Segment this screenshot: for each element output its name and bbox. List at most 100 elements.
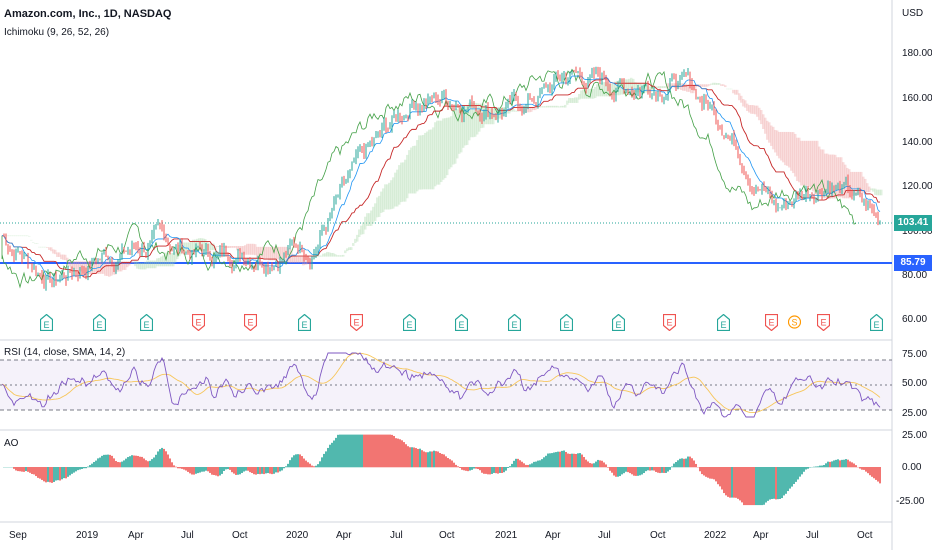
ao-bar (39, 467, 41, 479)
cloud-segment (30, 240, 33, 241)
ao-bar (61, 467, 63, 479)
ao-bar (801, 467, 803, 474)
ao-bar (669, 467, 671, 470)
earnings-icon[interactable]: E (244, 314, 256, 330)
ao-bar (307, 462, 309, 467)
last-price-tag[interactable]: 103.41 (894, 215, 932, 231)
price-tick: 80.00 (902, 270, 927, 281)
ao-bar (333, 441, 335, 468)
ao-bar (589, 463, 591, 467)
ao-bar (125, 459, 127, 468)
earnings-icon[interactable]: E (403, 314, 415, 330)
earnings-icon[interactable]: E (93, 314, 105, 330)
ao-bar (769, 467, 771, 500)
ao-bar (595, 462, 597, 468)
ao-bar (85, 467, 87, 468)
earnings-icon[interactable]: E (870, 314, 882, 330)
symbol-title[interactable]: Amazon.com, Inc., 1D, NASDAQ (4, 8, 171, 20)
earnings-icon[interactable]: E (508, 314, 520, 330)
ao-bar (415, 448, 417, 467)
ao-bar (871, 467, 873, 477)
ichimoku-legend[interactable]: Ichimoku (9, 26, 52, 26) (4, 27, 109, 38)
ao-bar (505, 467, 507, 471)
ao-bar (823, 465, 825, 467)
ao-bar (77, 467, 79, 470)
ao-bar (191, 467, 193, 475)
ao-bar (217, 467, 219, 476)
ao-bar (807, 467, 809, 469)
ao-bar (515, 459, 517, 467)
ao-bar (285, 466, 287, 467)
ao-bar (525, 465, 527, 467)
ao-bar (67, 467, 69, 477)
ao-bar (777, 467, 779, 499)
earnings-icon[interactable]: E (455, 314, 467, 330)
ao-bar (775, 467, 777, 499)
ao-bar (87, 467, 89, 468)
cloud-segment (350, 247, 353, 250)
ao-bar (827, 462, 829, 468)
ao-bar (473, 467, 475, 469)
ao-bar (427, 452, 429, 467)
earnings-icon[interactable]: E (192, 314, 204, 330)
earnings-icon[interactable]: E (765, 314, 777, 330)
price-tick: 60.00 (902, 314, 927, 325)
ao-bar (289, 460, 291, 467)
rsi-legend[interactable]: RSI (14, close, SMA, 14, 2) (4, 347, 125, 358)
ao-bar (197, 467, 199, 473)
cloud-segment (724, 85, 727, 87)
ao-tick: -25.00 (896, 496, 924, 507)
ao-bar (751, 467, 753, 505)
earnings-icon[interactable]: E (350, 314, 362, 330)
ao-bar (413, 447, 415, 467)
ao-bar (475, 467, 477, 469)
earnings-icon[interactable]: E (612, 314, 624, 330)
ao-bar (195, 467, 197, 474)
ao-bar (269, 467, 271, 474)
svg-text:E: E (615, 320, 621, 330)
earnings-icon[interactable]: E (140, 314, 152, 330)
ao-bar (685, 459, 687, 468)
earnings-icon[interactable]: E (817, 314, 829, 330)
price-tick: 180.00 (902, 48, 932, 59)
ao-bar (509, 466, 511, 467)
split-icon[interactable]: S (788, 314, 800, 330)
earnings-icon[interactable]: E (40, 314, 52, 330)
earnings-icon[interactable]: E (298, 314, 310, 330)
ao-bar (535, 462, 537, 468)
ao-bar (709, 467, 711, 479)
earnings-icon[interactable]: E (717, 314, 729, 330)
ao-bar (703, 467, 705, 475)
ao-legend[interactable]: AO (4, 438, 18, 449)
ao-bar (757, 467, 759, 505)
ao-bar (795, 467, 797, 482)
earnings-icon[interactable]: E (663, 314, 675, 330)
ao-bar (205, 467, 207, 471)
ao-bar (69, 467, 71, 475)
ao-bar (187, 467, 189, 472)
cloud-segment (880, 190, 883, 196)
ao-bar (75, 467, 77, 471)
ao-bar (531, 463, 533, 467)
ao-bar (497, 467, 499, 474)
ao-bar (461, 467, 463, 470)
ao-bar (861, 467, 863, 470)
ao-bar (469, 467, 471, 471)
ao-bar (411, 447, 413, 467)
ao-bar (237, 467, 239, 475)
svg-text:E: E (563, 320, 569, 330)
level-price-tag[interactable]: 85.79 (894, 255, 932, 271)
ao-bar (837, 459, 839, 467)
ao-bar (99, 458, 101, 468)
ao-bar (35, 467, 37, 476)
earnings-icon[interactable]: E (560, 314, 572, 330)
ao-bar (479, 467, 481, 470)
ao-bar (365, 435, 367, 468)
ao-bar (103, 455, 105, 467)
ao-bar (51, 467, 53, 483)
ao-bar (243, 467, 245, 472)
ao-bar (803, 467, 805, 472)
ao-bar (761, 467, 763, 505)
